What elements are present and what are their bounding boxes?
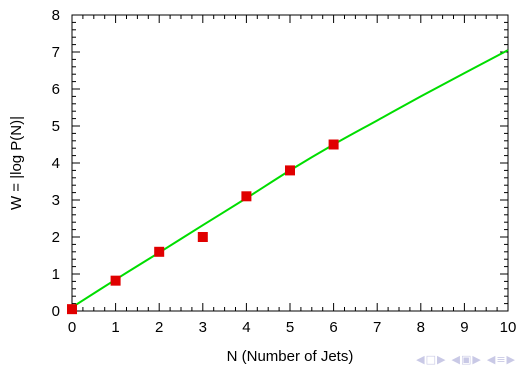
fit-line <box>71 49 509 309</box>
data-point <box>110 275 121 286</box>
nav-icon[interactable]: ◀ <box>416 353 426 366</box>
nav-icon[interactable]: ▶ <box>472 353 482 366</box>
data-point <box>328 139 339 150</box>
x-tick-label: 0 <box>68 319 76 336</box>
x-tick-label: 8 <box>417 319 425 336</box>
y-axis-title: W = |log P(N)| <box>8 116 25 210</box>
y-tick-label: 3 <box>52 192 60 209</box>
nav-icon[interactable]: ▣ <box>460 353 473 366</box>
y-tick-label: 8 <box>52 7 60 24</box>
x-tick-label: 10 <box>500 319 517 336</box>
x-tick-label: 6 <box>329 319 337 336</box>
data-point <box>197 232 208 242</box>
data-points-series <box>67 139 339 315</box>
nav-icon[interactable]: ◀ <box>451 353 461 366</box>
y-tick-label: 2 <box>52 229 60 246</box>
y-tick-labels: 0 1 2 3 4 5 6 7 8 <box>52 7 60 320</box>
y-tick-label: 7 <box>52 44 60 61</box>
y-tick-label: 1 <box>52 266 60 283</box>
data-point <box>154 246 165 257</box>
x-tick-label: 5 <box>286 319 294 336</box>
x-tick-label: 3 <box>199 319 207 336</box>
x-tick-label: 2 <box>155 319 163 336</box>
nav-icon[interactable]: ▶ <box>437 353 447 366</box>
x-axis-title: N (Number of Jets) <box>227 348 354 365</box>
y-tick-label: 4 <box>52 155 60 172</box>
nav-icon[interactable]: □ <box>425 353 438 366</box>
y-tick-label: 5 <box>52 118 60 135</box>
axis-ticks <box>71 14 509 312</box>
nav-icon[interactable]: ≡ <box>496 353 507 366</box>
nav-icon[interactable]: ▶ <box>506 353 516 366</box>
x-tick-label: 1 <box>111 319 119 336</box>
x-tick-labels: 0 1 2 3 4 5 6 7 8 9 10 <box>68 319 517 336</box>
y-tick-label: 6 <box>52 81 60 98</box>
navigation-controls[interactable]: ◀□▶ ◀▣▶ ◀≡▶ <box>416 353 521 366</box>
data-point <box>241 191 252 202</box>
fit-line-series <box>71 49 509 309</box>
data-point <box>285 165 295 176</box>
data-point <box>67 304 77 315</box>
nav-icon[interactable]: ◀ <box>486 353 497 366</box>
x-tick-label: 4 <box>242 319 250 336</box>
x-tick-label: 9 <box>460 319 468 336</box>
x-tick-label: 7 <box>373 319 381 336</box>
y-tick-label: 0 <box>52 303 60 320</box>
